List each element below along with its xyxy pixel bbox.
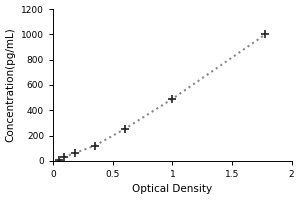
Y-axis label: Concentration(pg/mL): Concentration(pg/mL) (6, 28, 16, 142)
X-axis label: Optical Density: Optical Density (132, 184, 212, 194)
